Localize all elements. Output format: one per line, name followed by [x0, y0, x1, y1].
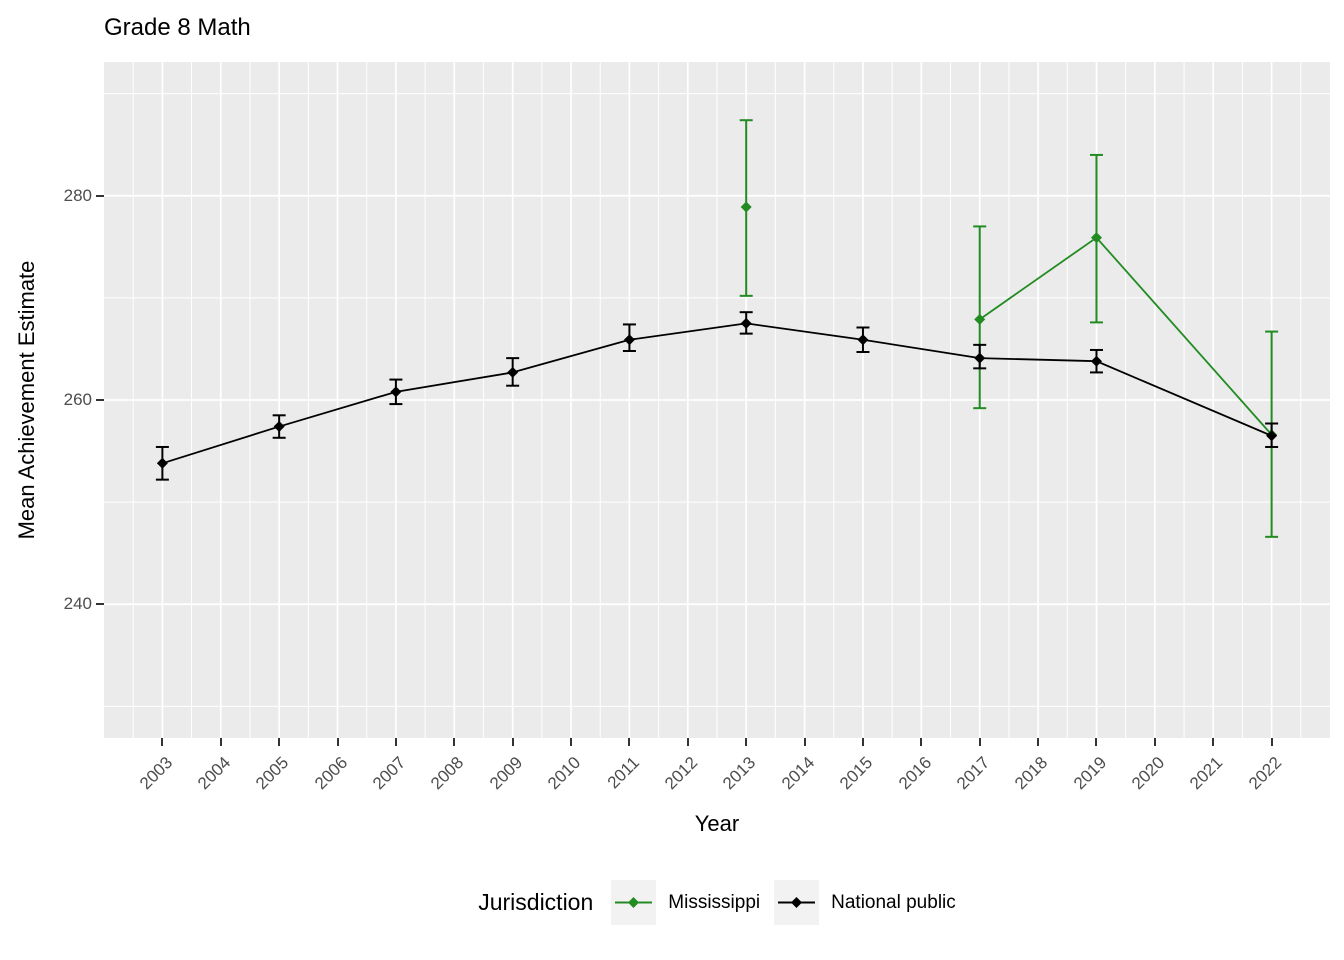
x-tick-label: 2015 [836, 753, 877, 794]
y-tick-mark [96, 194, 104, 197]
x-tick-mark [1095, 738, 1098, 746]
x-tick-label: 2022 [1244, 753, 1286, 794]
x-tick-mark [570, 738, 573, 746]
x-tick-label: 2013 [719, 753, 760, 794]
x-tick-label: 2007 [369, 753, 410, 794]
x-tick-label: 2005 [252, 753, 293, 794]
legend-title: Jurisdiction [478, 889, 594, 915]
legend: Jurisdiction Mississippi National public [104, 880, 1330, 925]
x-axis-title: Year [694, 811, 740, 836]
x-tick-mark [1212, 738, 1215, 746]
x-tick-label: 2011 [603, 753, 643, 793]
x-tick-label: 2017 [952, 753, 994, 794]
data-point [156, 457, 168, 469]
plot-panel [104, 62, 1330, 738]
x-tick-mark [1270, 738, 1273, 746]
x-tick-mark [453, 738, 456, 746]
plot-title: Grade 8 Math [104, 14, 251, 41]
legend-label: National public [831, 891, 956, 913]
chart-canvas [104, 62, 1330, 738]
x-tick-mark [745, 738, 748, 746]
x-tick-mark [978, 738, 981, 746]
x-tick-label: 2004 [194, 753, 235, 794]
x-tick-mark [219, 738, 222, 746]
x-tick-label: 2008 [427, 753, 468, 794]
legend-key-icon [774, 880, 820, 925]
data-point [974, 313, 986, 325]
series-line [162, 322, 1272, 465]
y-tick-label: 260 [63, 390, 92, 409]
data-point [623, 334, 635, 346]
data-point [1266, 430, 1278, 442]
data-point [1090, 232, 1102, 244]
data-point [507, 366, 519, 378]
x-tick-label: 2019 [1069, 753, 1110, 794]
x-tick-label: 2020 [1128, 753, 1169, 794]
x-tick-mark [861, 738, 864, 746]
y-axis-title: Mean Achievement Estimate [14, 260, 39, 540]
x-tick-label: 2014 [777, 753, 818, 794]
x-tick-mark [686, 738, 689, 746]
x-tick-mark [161, 738, 164, 746]
y-tick-mark [96, 399, 104, 401]
legend-label: Mississippi [668, 891, 761, 913]
legend-entry-mississippi: Mississippi [611, 880, 760, 925]
data-point [1090, 355, 1102, 367]
data-point [390, 386, 402, 398]
data-point [740, 317, 752, 329]
x-tick-label: 2012 [661, 753, 702, 794]
x-tick-label: 2006 [310, 753, 351, 794]
legend-glyph [778, 897, 816, 908]
x-tick-mark [336, 738, 339, 746]
y-tick-label: 280 [63, 185, 92, 205]
x-tick-label: 2003 [135, 753, 176, 794]
legend-glyph [615, 897, 653, 908]
y-tick-mark [96, 603, 104, 606]
x-tick-mark [278, 738, 281, 746]
legend-key-icon [611, 880, 657, 925]
x-tick-label: 2021 [1186, 753, 1227, 794]
y-tick-label: 240 [63, 594, 92, 614]
legend-entry-national-public: National public [774, 880, 956, 925]
data-point [740, 201, 752, 213]
legend-entries: Mississippi National public [611, 880, 956, 925]
x-tick-mark [1037, 738, 1040, 746]
x-tick-mark [803, 738, 806, 746]
x-tick-mark [394, 738, 397, 746]
x-tick-mark [920, 738, 923, 746]
x-tick-mark [1153, 738, 1156, 746]
x-tick-mark [628, 738, 631, 746]
x-tick-label: 2016 [894, 753, 935, 794]
x-tick-label: 2010 [544, 753, 585, 794]
data-point [857, 334, 869, 346]
x-tick-label: 2009 [485, 753, 527, 794]
x-tick-label: 2018 [1011, 753, 1052, 794]
x-tick-mark [511, 738, 514, 746]
data-point [974, 352, 986, 364]
data-point [273, 421, 285, 433]
